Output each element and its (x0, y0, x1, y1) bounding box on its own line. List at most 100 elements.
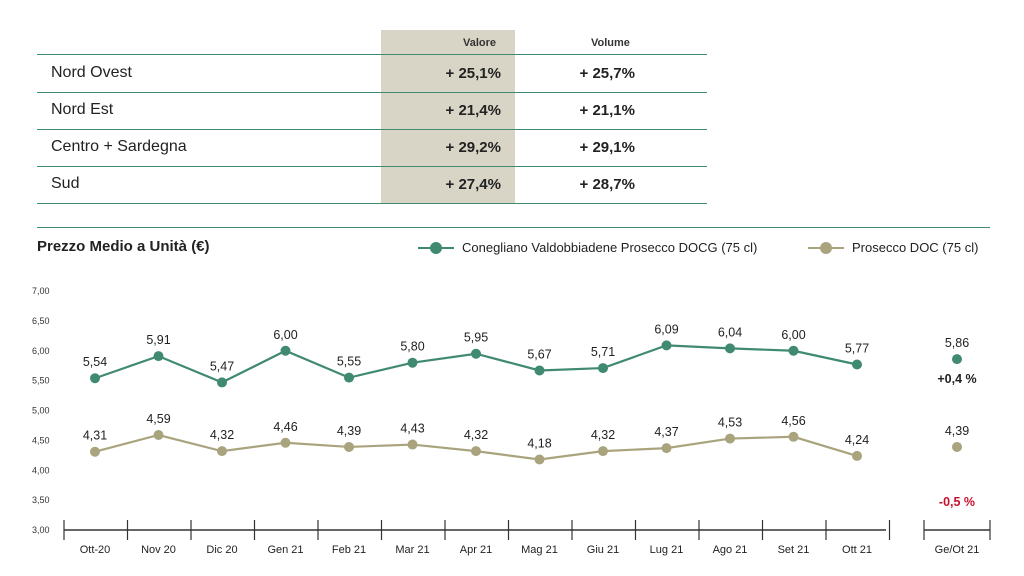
data-point-doc (280, 437, 291, 448)
data-label-docg: 5,77 (845, 341, 869, 355)
region-label: Nord Ovest (51, 64, 132, 81)
legend-doc-label: Prosecco DOC (75 cl) (852, 240, 979, 255)
data-label-doc: 4,32 (591, 428, 615, 442)
data-label-doc: 4,59 (146, 412, 170, 426)
data-point-doc (661, 443, 672, 454)
data-label-doc: 4,18 (527, 436, 551, 450)
x-tick-label: Nov 20 (141, 544, 176, 556)
data-point-doc (725, 433, 735, 444)
data-point-docg (153, 351, 164, 362)
x-tick-label: Mar 21 (395, 544, 429, 556)
data-label-doc: 4,31 (83, 429, 107, 443)
table-row: Centro + Sardegna + 29,2% + 29,1% (37, 129, 707, 167)
volume-value: + 28,7% (579, 176, 635, 193)
volume-value: + 29,1% (579, 139, 635, 156)
data-label-docg: 5,54 (83, 355, 107, 369)
data-label-doc: 4,32 (210, 428, 234, 442)
ytd-change-doc: -0,5 % (939, 495, 975, 509)
ytd-label-docg: 5,86 (945, 336, 969, 350)
y-tick-label: 6,50 (32, 316, 50, 326)
y-tick-label: 5,50 (32, 376, 50, 386)
data-point-doc (407, 439, 418, 450)
data-point-doc (788, 431, 799, 442)
data-label-doc: 4,53 (718, 416, 742, 430)
region-label: Nord Est (51, 101, 114, 118)
y-tick-label: 4,00 (32, 465, 50, 475)
data-label-docg: 5,91 (146, 333, 170, 347)
data-point-docg (534, 365, 545, 376)
data-label-docg: 5,95 (464, 331, 488, 345)
data-point-doc (852, 450, 862, 461)
data-point-doc (217, 446, 227, 457)
data-point-docg (217, 377, 227, 388)
data-label-docg: 6,00 (781, 328, 805, 342)
x-tick-label: Giu 21 (587, 544, 619, 556)
data-point-docg (280, 345, 291, 356)
ytd-point-docg (952, 354, 962, 365)
data-label-doc: 4,37 (654, 425, 678, 439)
data-point-docg (661, 340, 672, 351)
y-tick-label: 5,00 (32, 406, 50, 416)
header-valore: Valore (463, 37, 497, 49)
data-point-docg (90, 373, 100, 384)
data-point-doc (90, 446, 100, 457)
data-point-docg (344, 372, 354, 383)
data-label-docg: 5,80 (400, 340, 424, 354)
y-tick-label: 4,50 (32, 435, 50, 445)
x-tick-label: Ott-20 (80, 544, 111, 556)
data-label-docg: 5,67 (527, 347, 551, 361)
x-tick-label: Gen 21 (267, 544, 303, 556)
volume-value: + 25,7% (579, 65, 635, 82)
ytd-point-doc (952, 441, 962, 452)
data-point-docg (852, 359, 862, 370)
data-label-doc: 4,39 (337, 424, 361, 438)
data-point-docg (407, 357, 418, 368)
data-point-doc (471, 446, 481, 457)
data-label-docg: 5,47 (210, 359, 234, 373)
valore-value: + 25,1% (445, 65, 501, 82)
chart-title: Prezzo Medio a Unità (€) (37, 238, 210, 255)
valore-column-highlight (381, 30, 515, 204)
legend-docg-label: Conegliano Valdobbiadene Prosecco DOCG (… (462, 240, 758, 255)
x-tick-label: Ago 21 (713, 544, 748, 556)
region-label: Sud (51, 175, 80, 192)
data-point-doc (153, 429, 164, 440)
table-row: Nord Est + 21,4% + 21,1% (37, 92, 707, 130)
table-header: Valore Volume (37, 30, 707, 55)
data-point-doc (344, 441, 354, 452)
data-point-docg (725, 343, 735, 354)
legend-doc-marker (808, 241, 844, 254)
table-row: Sud + 27,4% + 28,7% (37, 166, 707, 204)
x-tick-label: Apr 21 (460, 544, 492, 556)
x-tick-label: Lug 21 (650, 544, 684, 556)
data-point-docg (598, 363, 608, 374)
data-point-docg (471, 348, 481, 359)
section-divider (37, 227, 990, 228)
ytd-change-docg: +0,4 % (937, 372, 976, 386)
y-tick-label: 7,00 (32, 286, 50, 296)
volume-value: + 21,1% (579, 102, 635, 119)
data-label-doc: 4,43 (400, 422, 424, 436)
y-tick-label: 3,00 (32, 525, 50, 535)
legend-docg: Conegliano Valdobbiadene Prosecco DOCG (… (418, 240, 757, 255)
valore-value: + 29,2% (445, 139, 501, 156)
region-label: Centro + Sardegna (51, 138, 187, 155)
data-label-doc: 4,32 (464, 428, 488, 442)
data-point-doc (598, 446, 608, 457)
data-label-docg: 5,71 (591, 345, 615, 359)
x-tick-label: Feb 21 (332, 544, 366, 556)
data-label-docg: 6,04 (718, 325, 742, 339)
x-tick-label: Set 21 (778, 544, 810, 556)
data-label-doc: 4,56 (781, 414, 805, 428)
data-label-doc: 4,24 (845, 433, 869, 447)
x-tick-label: Dic 20 (206, 544, 237, 556)
data-label-docg: 6,00 (273, 328, 297, 342)
data-point-docg (788, 345, 799, 356)
data-label-doc: 4,46 (273, 420, 297, 434)
header-volume: Volume (591, 37, 630, 49)
y-tick-label: 6,00 (32, 346, 50, 356)
data-label-docg: 6,09 (654, 322, 678, 336)
valore-value: + 21,4% (445, 102, 501, 119)
data-label-docg: 5,55 (337, 355, 361, 369)
